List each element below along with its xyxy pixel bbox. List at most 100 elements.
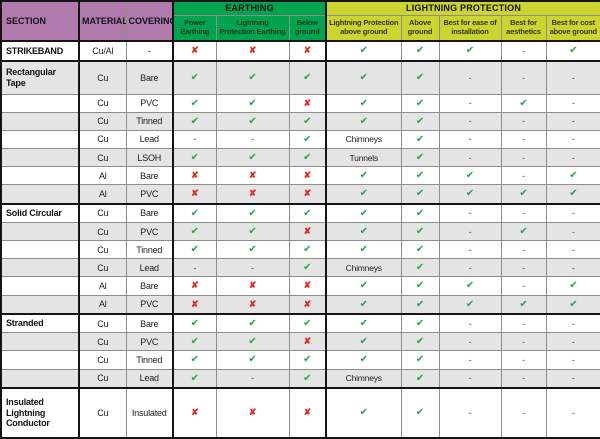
value-cell: ✘ [215,276,290,296]
section-cell: Stranded [0,312,80,334]
check-icon: ✔ [519,298,528,310]
check-icon: ✔ [415,298,425,310]
section-cell [0,332,80,352]
check-icon: ✔ [519,97,528,109]
value-cell: ✔ [500,184,547,205]
table-row: Cu Tinned ✔ ✔ ✔ ✔ ✔ - - - [0,350,600,370]
cross-icon: ✘ [303,226,312,237]
check-icon: ✔ [303,262,312,274]
value-cell: ✘ [172,184,217,205]
value-text: Chimneys [345,373,382,384]
check-icon: ✔ [303,372,312,384]
dash-text: - [522,318,525,329]
dash-text: - [522,280,525,291]
table-row: Cu LSOH ✔ ✔ ✔ Tunnels ✔ - - - [0,148,600,168]
value-cell: - [500,368,547,389]
cross-icon: ✘ [303,97,312,108]
check-icon: ✔ [248,72,257,84]
value-cell: ✔ [172,312,217,334]
dash-text: - [571,116,575,127]
cross-icon: ✘ [191,170,199,181]
material-cell: Cu [78,312,127,334]
value-cell: - [545,222,600,242]
covering-cell: Lead [125,129,174,150]
value-cell: - [500,59,547,95]
cross-icon: ✘ [191,298,199,309]
value-cell: ✔ [172,222,217,242]
material-cell: Cu [78,240,127,260]
dash-text: - [571,208,575,219]
value-cell: - [500,312,547,334]
material-cell: Al [78,276,127,296]
value-cell: ✔ [545,40,600,62]
check-icon: ✔ [415,318,425,330]
check-icon: ✔ [569,188,578,200]
value-cell: - [545,240,600,260]
dash-text: - [522,152,525,163]
dash-text: - [468,336,472,347]
value-cell: ✔ [400,202,440,224]
dash-text: - [468,262,472,273]
value-cell: - [545,258,600,278]
cross-icon: ✘ [248,45,257,56]
value-cell: ✘ [215,40,290,62]
check-icon: ✔ [303,318,312,330]
check-icon: ✔ [359,354,368,366]
dash-text: - [522,262,525,273]
value-cell: ✔ [400,184,440,205]
covering-cell: Bare [125,166,174,186]
value-cell: ✔ [325,276,402,296]
value-cell: - [500,240,547,260]
dash-text: - [468,354,472,365]
material-cell: Cu [78,93,127,113]
dash-text: - [468,373,472,384]
value-cell: ✔ [325,350,402,370]
value-cell: ✔ [400,276,440,296]
check-icon: ✔ [359,318,368,330]
dash-text: - [468,208,472,219]
value-cell: - [500,148,547,168]
value-cell: ✔ [288,202,327,224]
value-cell: ✘ [288,332,327,352]
dash-text: - [468,116,472,127]
value-cell: ✘ [288,386,327,439]
value-cell: ✔ [545,294,600,315]
value-cell: - [545,386,600,439]
dash-text: - [468,244,472,255]
material-cell: Cu [78,202,127,224]
table-row: Rectangular Tape Cu Bare ✔ ✔ ✔ ✔ ✔ - - - [0,59,600,95]
value-cell: ✔ [215,222,290,242]
value-cell: - [545,129,600,150]
header-group-row: SECTION MATERIAL COVERING EARTHING LIGHT… [0,0,600,42]
value-cell: ✔ [215,332,290,352]
cross-icon: ✘ [191,45,199,56]
value-cell: ✔ [172,111,217,131]
check-icon: ✔ [248,318,257,330]
cross-icon: ✘ [303,336,312,347]
value-cell: ✔ [500,222,547,242]
value-cell: ✔ [288,350,327,370]
value-cell: ✔ [325,202,402,224]
section-cell [0,148,80,168]
section-cell [0,166,80,186]
check-icon: ✔ [190,226,199,238]
check-icon: ✔ [569,45,578,57]
value-cell: ✔ [288,240,327,260]
check-icon: ✔ [465,170,475,182]
value-cell: ✔ [500,294,547,315]
dash-text: - [571,72,575,83]
check-icon: ✔ [248,152,257,164]
check-icon: ✔ [465,298,475,310]
value-cell: ✔ [325,93,402,113]
value-cell: - [438,202,502,224]
covering-cell: Tinned [125,350,174,370]
value-cell: ✔ [400,386,440,439]
value-cell: ✔ [288,59,327,95]
value-text: Chimneys [345,134,382,145]
value-cell: ✔ [438,294,502,315]
section-cell [0,368,80,389]
value-cell: - [500,276,547,296]
value-cell: - [438,312,502,334]
material-cell: Cu [78,222,127,242]
check-icon: ✔ [415,188,425,200]
